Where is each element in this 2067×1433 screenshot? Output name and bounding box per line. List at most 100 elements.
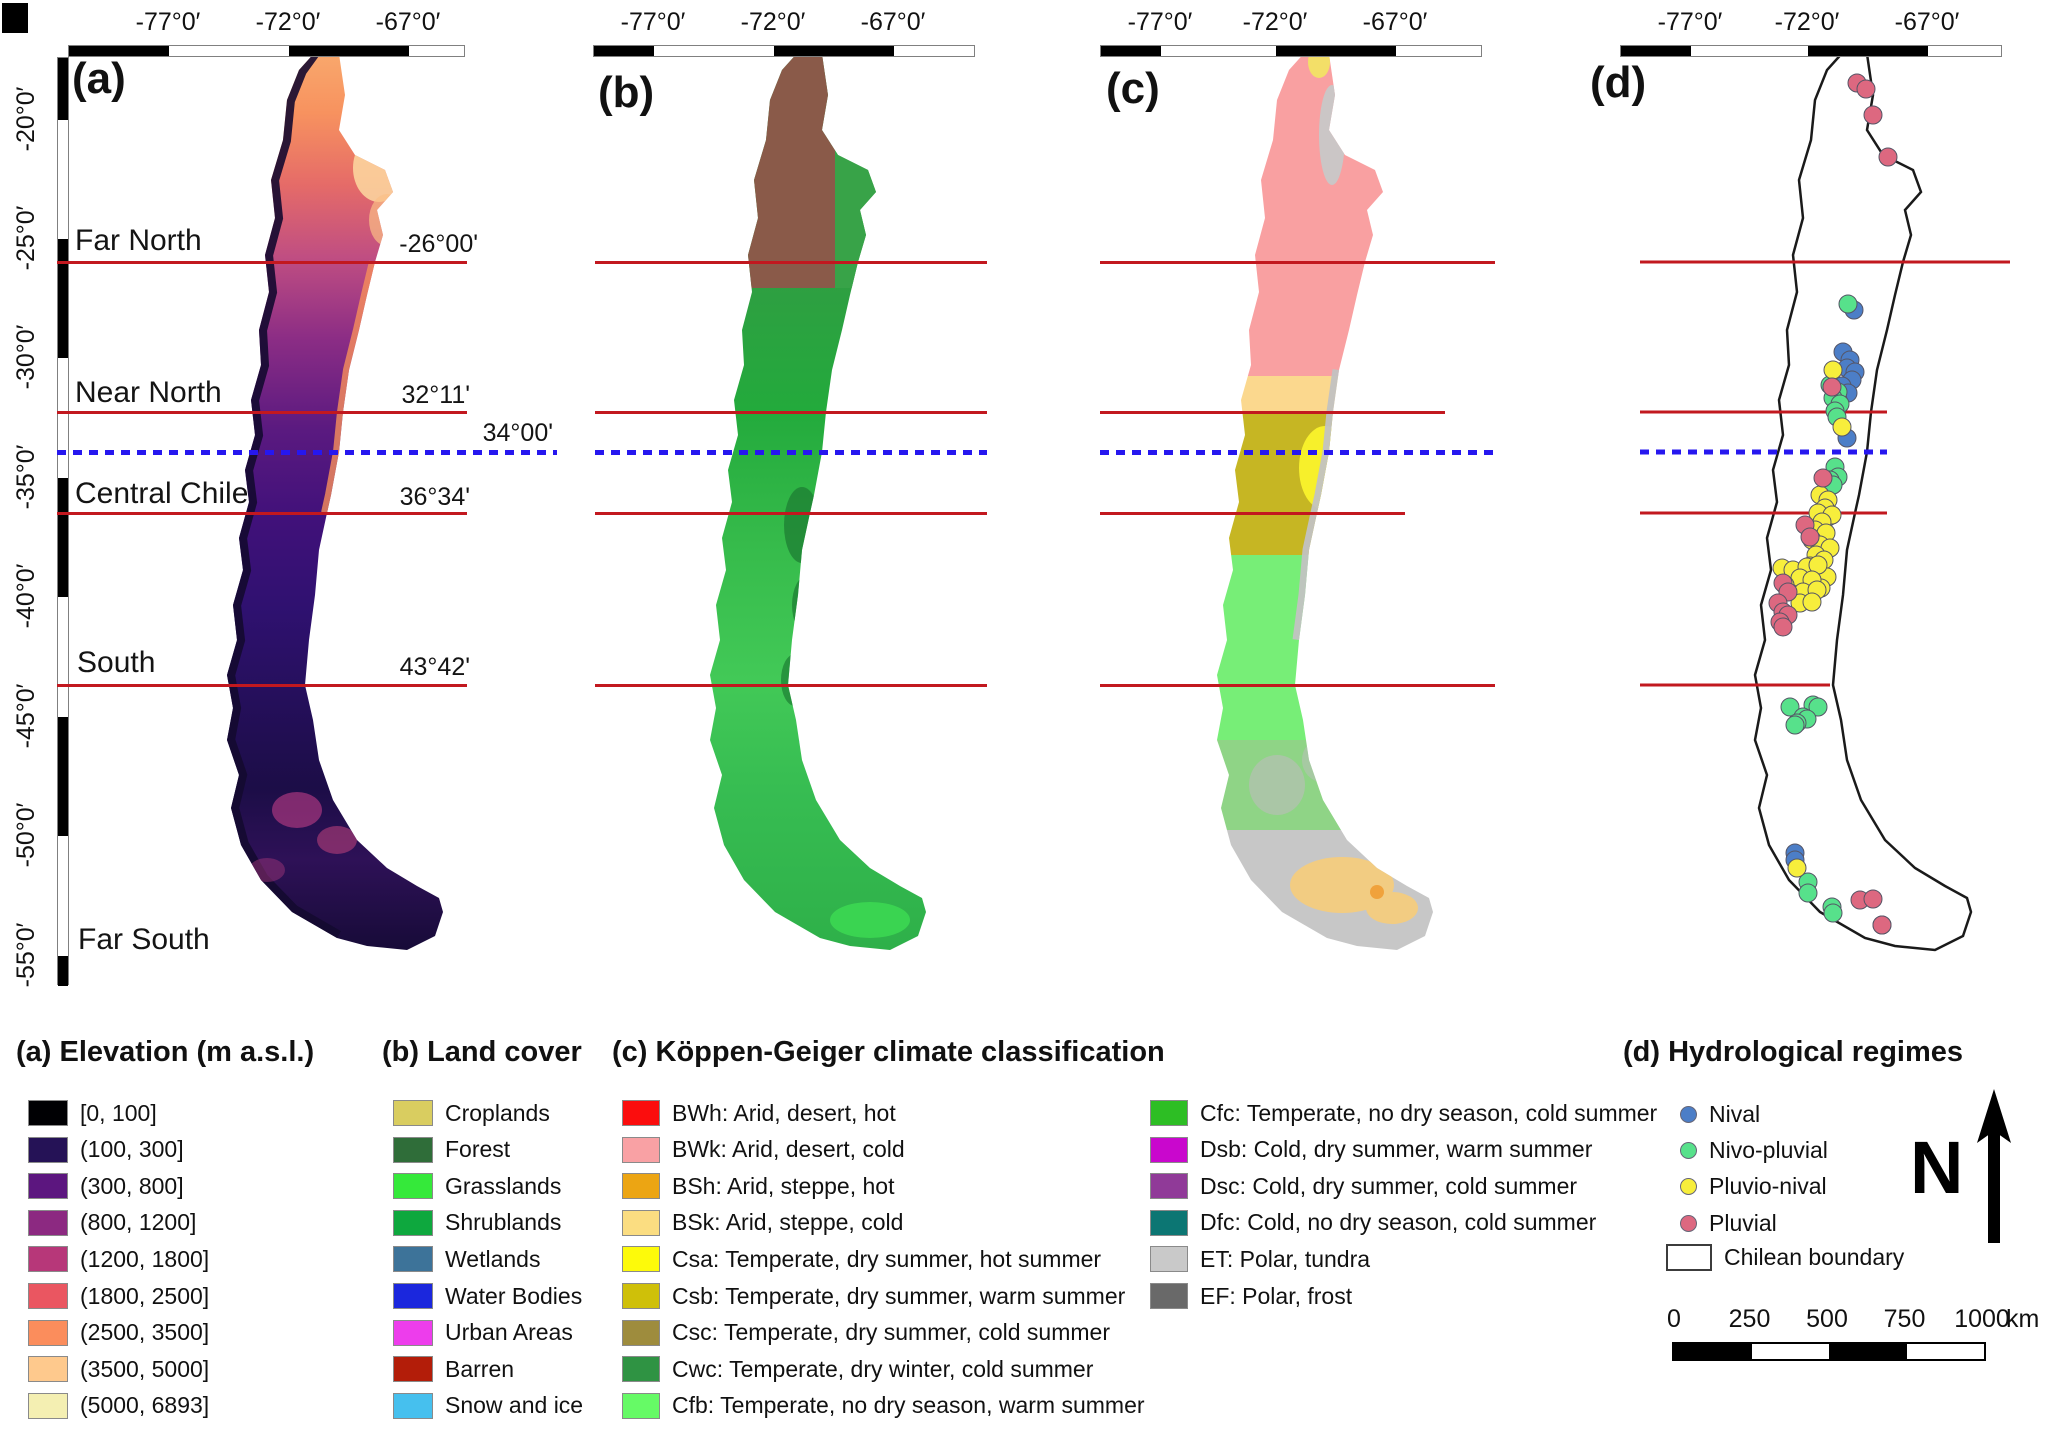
legend-color-swatch	[28, 1100, 68, 1126]
legend-item: Urban Areas	[393, 1319, 573, 1347]
legend-item-label: Shrublands	[445, 1209, 562, 1236]
north-letter: N	[1910, 1126, 1963, 1209]
region-boundary-line	[1100, 410, 1445, 414]
lon-tick-label: -72°0′	[255, 8, 321, 36]
legend-item: BWk: Arid, desert, cold	[622, 1136, 905, 1164]
station-dot-pluvial	[1863, 889, 1883, 909]
lat-tick-label: -35°0′	[12, 444, 40, 510]
region-boundary-line	[1100, 683, 1495, 687]
panel-letter-d: (d)	[1590, 58, 1647, 107]
legend-item: Csa: Temperate, dry summer, hot summer	[622, 1245, 1101, 1273]
legend-color-swatch	[1150, 1136, 1188, 1163]
station-dot-pluvial	[1863, 105, 1883, 125]
scale-bar-tick-label: 250	[1728, 1305, 1771, 1333]
legend-color-swatch	[28, 1356, 68, 1383]
chilean-boundary-swatch	[1666, 1243, 1712, 1271]
legend-color-swatch	[622, 1136, 660, 1163]
north-arrow: N	[1908, 1085, 2023, 1255]
lat-axis-bar	[57, 57, 69, 986]
legend-color-swatch	[1150, 1283, 1188, 1309]
lat-axis-segment	[58, 717, 68, 836]
legend-item-label: BWh: Arid, desert, hot	[672, 1099, 896, 1126]
legend-item-label: ET: Polar, tundra	[1200, 1245, 1371, 1272]
lat-tick-label: -50°0′	[12, 802, 40, 868]
legend-title-elevation: (a) Elevation (m a.s.l.)	[16, 1036, 315, 1068]
legend-color-swatch	[1150, 1246, 1188, 1273]
legend-item-label: Dsb: Cold, dry summer, warm summer	[1200, 1136, 1593, 1163]
map-climate	[1217, 50, 1433, 950]
panel-d-boundary-lines	[1640, 260, 2010, 687]
lat-axis-segment	[58, 478, 68, 597]
legend-color-swatch	[622, 1283, 660, 1309]
lon-axis-segment	[594, 46, 654, 56]
scale-bar-segment	[1829, 1344, 1907, 1359]
station-dot-nivo	[1823, 903, 1843, 923]
legend-color-swatch	[622, 1392, 660, 1419]
legend-item: BSk: Arid, steppe, cold	[622, 1209, 903, 1237]
legend-color-swatch	[622, 1209, 660, 1236]
station-dot-nivo	[1798, 883, 1818, 903]
legend-dot-swatch	[1680, 1178, 1697, 1196]
scale-bar-tick-label: 750	[1883, 1305, 1926, 1333]
region-label: South	[77, 646, 156, 679]
lon-tick-label: -72°0′	[1774, 8, 1840, 36]
legend-item-label: [0, 100]	[80, 1099, 157, 1126]
legend-item: (100, 300]	[28, 1136, 184, 1164]
lon-tick-label: -67°0′	[860, 8, 926, 36]
legend-color-swatch	[393, 1319, 433, 1346]
legend-color-swatch	[28, 1319, 68, 1346]
lon-axis-segment	[774, 46, 894, 56]
legend-item: (800, 1200]	[28, 1209, 196, 1237]
map-hydro-regimes	[1640, 48, 2010, 952]
legend-item: Pluvio-nival	[1680, 1173, 1827, 1201]
legend-item: (2500, 3500]	[28, 1319, 209, 1347]
legend-color-swatch	[622, 1319, 660, 1346]
legend-item-label: Dsc: Cold, dry summer, cold summer	[1200, 1172, 1578, 1199]
legend-dot-swatch	[1680, 1214, 1697, 1232]
lon-tick-label: -77°0′	[135, 8, 201, 36]
legend-item: Barren	[393, 1355, 514, 1383]
region-boundary-line	[595, 511, 987, 515]
legend-color-swatch	[28, 1136, 68, 1163]
legend-item-label: Chilean boundary	[1724, 1243, 1905, 1270]
legend-color-swatch	[393, 1100, 433, 1126]
scale-bar	[1672, 1342, 1986, 1361]
legend-item: ET: Polar, tundra	[1150, 1245, 1370, 1273]
legend-item-chilean-boundary: Chilean boundary	[1666, 1243, 1904, 1271]
legend-item-label: BSk: Arid, steppe, cold	[672, 1209, 904, 1236]
legend-color-swatch	[622, 1246, 660, 1273]
lon-tick-label: -77°0′	[1127, 8, 1193, 36]
legend-item-label: (1200, 1800]	[80, 1245, 210, 1272]
hydro-station-dots	[1768, 73, 1898, 935]
legend-item-label: Wetlands	[445, 1245, 541, 1272]
legend-item: Dsb: Cold, dry summer, warm summer	[1150, 1136, 1592, 1164]
legend-color-swatch	[622, 1356, 660, 1383]
legend-item-label: (3500, 5000]	[80, 1355, 210, 1382]
legend-item: Pluvial	[1680, 1209, 1777, 1237]
legend-item-label: (800, 1200]	[80, 1209, 197, 1236]
legend-item: BWh: Arid, desert, hot	[622, 1099, 896, 1127]
legend-item: Dsc: Cold, dry summer, cold summer	[1150, 1172, 1577, 1200]
legend-title-hydro: (d) Hydrological regimes	[1623, 1036, 1964, 1068]
legend-item: Wetlands	[393, 1245, 540, 1273]
legend-item-label: Csa: Temperate, dry summer, hot summer	[672, 1245, 1102, 1272]
legend-item: Water Bodies	[393, 1282, 582, 1310]
lon-axis-bar	[1100, 45, 1482, 57]
legend-item: Cfb: Temperate, no dry season, warm summ…	[622, 1392, 1145, 1420]
station-dot-pluvio	[1832, 417, 1852, 437]
legend-item: Nival	[1680, 1100, 1760, 1128]
legend-item-label: BSh: Arid, steppe, hot	[672, 1172, 895, 1199]
legend-item: Snow and ice	[393, 1392, 583, 1420]
legend-item-label: Nivo-pluvial	[1709, 1136, 1828, 1163]
scale-bar-unit: km	[2006, 1305, 2040, 1333]
boundary-latitude-annotation: 34°00'	[482, 419, 553, 447]
station-dot-pluvial	[1773, 617, 1793, 637]
region-boundary-line	[595, 410, 987, 414]
region-label: Near North	[75, 376, 222, 409]
scale-bar-tick-label: 1000	[1954, 1305, 2010, 1333]
legend-color-swatch	[1150, 1173, 1188, 1200]
legend-item-label: Dfc: Cold, no dry season, cold summer	[1200, 1209, 1597, 1236]
station-dot-pluvial	[1800, 527, 1820, 547]
station-dot-pluvio	[1802, 592, 1822, 612]
